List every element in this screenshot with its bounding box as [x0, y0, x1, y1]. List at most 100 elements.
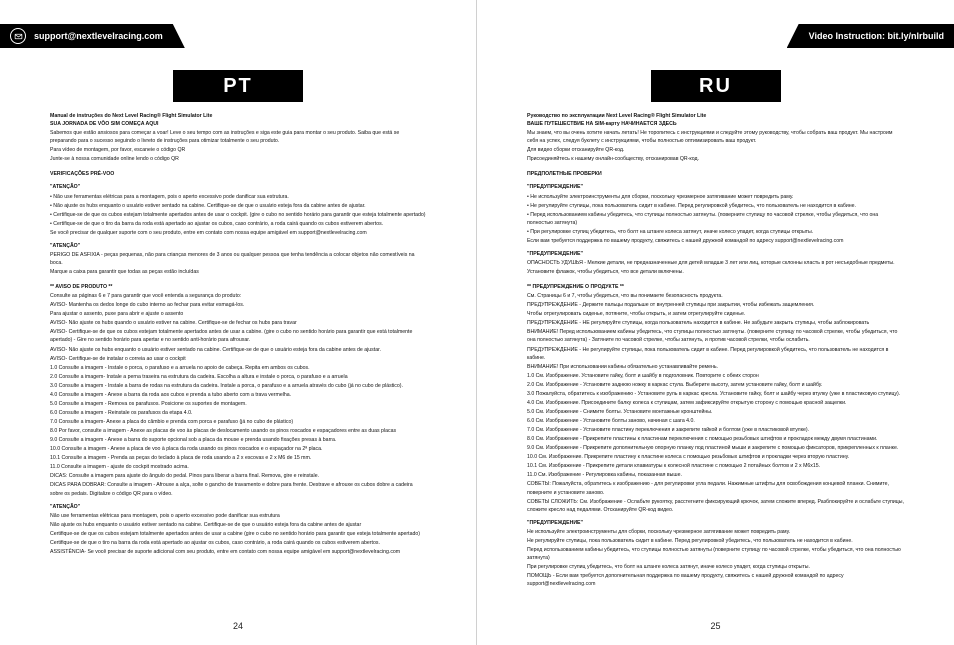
step-text: 9.0 См. Изображение - Прикрепите дополни… — [527, 444, 904, 452]
body-text: Certifique-se de que o tiro na barra da … — [50, 539, 426, 547]
warning-heading: "ATENÇÃO" — [50, 503, 426, 511]
body-text: AVISO- Não ajuste os hubs quando o usuár… — [50, 319, 426, 327]
step-text: 10.1 См. Изображение - Прикрепите детали… — [527, 462, 904, 470]
step-text: 1.0 Consulte a imagem - Instale o porca,… — [50, 364, 426, 372]
page-left: support@nextlevelracing.com PT Manual de… — [0, 0, 477, 645]
body-text: При регулировке ступиц убедитесь, что бо… — [527, 563, 904, 571]
step-text: 10.0 Consulte a imagem - Anexe a placa d… — [50, 445, 426, 453]
step-text: 2.0 См. Изображение - Установите заднюю … — [527, 381, 904, 389]
body-text: Установите флажок, чтобы убедиться, что … — [527, 268, 904, 276]
section-heading: VERIFICAÇÕES PRÉ-VOO — [50, 170, 426, 178]
step-text: 5.0 См. Изображение - Снимите болты. Уст… — [527, 408, 904, 416]
intro-text: Присоединяйтесь к нашему онлайн-сообщест… — [527, 155, 904, 163]
step-text: 9.0 Consulte a imagem - Anexe a barra do… — [50, 436, 426, 444]
intro-text: Мы знаем, что вы очень хотите начать лет… — [527, 129, 904, 145]
intro-text: Para vídeo de montagem, por favor, escan… — [50, 146, 426, 154]
bullet: Если вам требуется поддержка по вашему п… — [527, 237, 904, 245]
body-text: ПОМОЩЬ - Если вам требуется дополнительн… — [527, 572, 904, 588]
page-number: 25 — [477, 621, 954, 631]
body-text: Чтобы отрегулировать сиденье, потяните, … — [527, 310, 904, 318]
body-text: ПРЕДУПРЕЖДЕНИЕ - НЕ регулируйте ступицы,… — [527, 319, 904, 327]
body-text: AVISO- Certifique-se de que os cubos est… — [50, 328, 426, 344]
body-text: ВНИМАНИЕ! При использовании кабины обяза… — [527, 363, 904, 371]
body-text: Para ajustar o assento, puxe para abrir … — [50, 310, 426, 318]
intro-text: Junte-se à nossa comunidade online lendo… — [50, 155, 426, 163]
bullet: • Certifique-se de que os cubos estejam … — [50, 211, 426, 219]
body-text: AVISO- Mantenha os dedos longe do cubo i… — [50, 301, 426, 309]
body-text: См. Страницы 6 и 7, чтобы убедиться, что… — [527, 292, 904, 300]
step-text: 10.0 См. Изображение. Прикрепите пластин… — [527, 453, 904, 461]
page-spread: support@nextlevelracing.com PT Manual de… — [0, 0, 954, 645]
body-text: PERIGO DE ASFIXIA - peças pequenas, não … — [50, 251, 426, 267]
warning-heading: "ПРЕДУПРЕЖДЕНИЕ" — [527, 519, 904, 527]
body-text: Não use ferramentas elétricas para monta… — [50, 512, 426, 520]
bullet: • Перед использованием кабины убедитесь,… — [527, 211, 904, 227]
intro-text: Sabemos que estão ansiosos para começar … — [50, 129, 426, 145]
step-text: 2.0 Consulte a imagem- Instale a perna t… — [50, 373, 426, 381]
manual-title: Manual de instruções do Next Level Racin… — [50, 112, 426, 120]
step-text: 8.0 См. Изображение - Прикрепите пластин… — [527, 435, 904, 443]
tips-text: DICAS: Consulte a imagem para ajuste do … — [50, 472, 426, 480]
header-right: Video Instruction: bit.ly/nlrbuild — [477, 24, 954, 48]
intro-text: Для видео сборки отсканируйте QR-код. — [527, 146, 904, 154]
step-text: 8.0 Por favor, consulte a imagem - Anexe… — [50, 427, 426, 435]
step-text: 3.0 Consulte a imagem - Instale a barra … — [50, 382, 426, 390]
step-text: 11.0 Consulte a imagem - ajuste do cockp… — [50, 463, 426, 471]
step-text: 11.0 См. Изображение - Регулировка кабин… — [527, 471, 904, 479]
body-text: Consulte as páginas 6 e 7 para garantir … — [50, 292, 426, 300]
body-text: Не используйте электроинструменты для сб… — [527, 528, 904, 536]
bullet: • Не регулируйте ступицы, пока пользоват… — [527, 202, 904, 210]
warning-heading: "ПРЕДУПРЕЖДЕНИЕ" — [527, 250, 904, 258]
step-text: 7.0 См. Изображение - Установите пластин… — [527, 426, 904, 434]
bullet: • Certifique-se de que o tiro da barra d… — [50, 220, 426, 228]
step-text: 6.0 См. Изображение - Установите болты з… — [527, 417, 904, 425]
body-text: ВНИМАНИЕ! Перед использованием кабины уб… — [527, 328, 904, 344]
bullet: • Não ajuste os hubs enquanto o usuário … — [50, 202, 426, 210]
language-badge-ru: RU — [651, 70, 781, 102]
step-text: 1.0 См. Изображение. Установите гайку, б… — [527, 372, 904, 380]
body-text: ПРЕДУПРЕЖДЕНИЕ - Держите пальцы подальше… — [527, 301, 904, 309]
step-text: 7.0 Consulte a imagem- Anexe a placa do … — [50, 418, 426, 426]
step-text: 10.1 Consulte a imagem - Prenda as peças… — [50, 454, 426, 462]
body-text: Перед использованием кабины убедитесь, ч… — [527, 546, 904, 562]
body-text: Marque a caixa para garantir que todas a… — [50, 268, 426, 276]
content-right: Руководство по эксплуатации Next Level R… — [505, 112, 926, 588]
video-instruction-text: Video Instruction: bit.ly/nlrbuild — [809, 31, 944, 41]
step-text: 5.0 Consulte a imagem - Remova os parafu… — [50, 400, 426, 408]
support-banner: support@nextlevelracing.com — [0, 24, 185, 48]
language-badge-pt: PT — [173, 70, 303, 102]
manual-title: Руководство по эксплуатации Next Level R… — [527, 112, 904, 120]
warning-heading: "ATENÇÃO" — [50, 183, 426, 191]
bullet: Se você precisar de qualquer suporte com… — [50, 229, 426, 237]
page-number: 24 — [0, 621, 476, 631]
bullet: • Не используйте электроинструменты для … — [527, 193, 904, 201]
tips-text: СОВЕТЫ СЛОЖИТЬ: См. Изображение - Ослабь… — [527, 498, 904, 514]
warning-heading: "ПРЕДУПРЕЖДЕНИЕ" — [527, 183, 904, 191]
warning-heading: "ATENÇÃO" — [50, 242, 426, 250]
header-left: support@nextlevelracing.com — [0, 24, 476, 48]
bullet: • Não use ferramentas elétricas para a m… — [50, 193, 426, 201]
body-text: ASSISTÊNCIA- Se você precisar de suporte… — [50, 548, 426, 556]
body-text: ОПАСНОСТЬ УДУШЬЯ - Мелкие детали, не пре… — [527, 259, 904, 267]
bullet: • При регулировке ступиц убедитесь, что … — [527, 228, 904, 236]
section-heading: ПРЕДПОЛЕТНЫЕ ПРОВЕРКИ — [527, 170, 904, 178]
content-left: Manual de instruções do Next Level Racin… — [28, 112, 448, 556]
video-banner: Video Instruction: bit.ly/nlrbuild — [787, 24, 954, 48]
step-text: 6.0 Consulte a imagem - Reinstale os par… — [50, 409, 426, 417]
page-right: Video Instruction: bit.ly/nlrbuild RU Ру… — [477, 0, 954, 645]
tips-text: СОВЕТЫ: Пожалуйста, обратитесь к изображ… — [527, 480, 904, 496]
step-text: 4.0 См. Изображение. Присоедините балку … — [527, 399, 904, 407]
body-text: Не регулируйте ступицы, пока пользовател… — [527, 537, 904, 545]
manual-subtitle: SUA JORNADA DE VÔO SIM COMEÇA AQUI — [50, 120, 426, 128]
mail-icon — [10, 28, 26, 44]
body-text: AVISO- Certifique-se de instalar o corre… — [50, 355, 426, 363]
section-heading: ** ПРЕДУПРЕЖДЕНИЕ О ПРОДУКТЕ ** — [527, 283, 904, 291]
body-text: Não ajuste os hubs enquanto o usuário es… — [50, 521, 426, 529]
step-text: 4.0 Consulte a imagem - Anexe a barra da… — [50, 391, 426, 399]
body-text: AVISO- Não ajuste os hubs enquanto o usu… — [50, 346, 426, 354]
body-text: ПРЕДУПРЕЖДЕНИЕ - Не регулируйте ступицы,… — [527, 346, 904, 362]
manual-subtitle: ВАШЕ ПУТЕШЕСТВИЕ НА SIM-карту НАЧИНАЕТСЯ… — [527, 120, 904, 128]
step-text: 3.0 Пожалуйста, обратитесь к изображению… — [527, 390, 904, 398]
support-email: support@nextlevelracing.com — [34, 31, 163, 41]
tips-text: DICAS PARA DOBRAR: Consulte a imagem - A… — [50, 481, 426, 497]
